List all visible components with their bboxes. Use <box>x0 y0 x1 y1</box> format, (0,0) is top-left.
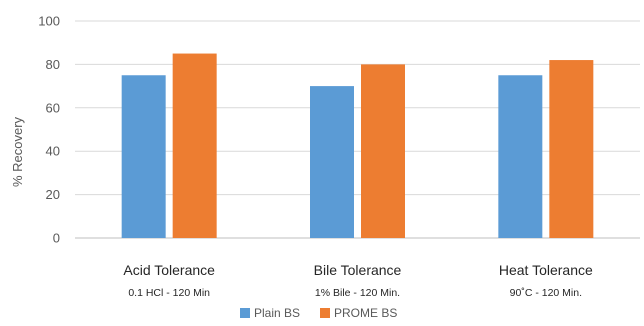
category-label: Heat Tolerance <box>499 262 593 278</box>
y-tick-label: 60 <box>46 100 60 115</box>
gridlines <box>75 20 640 239</box>
y-axis-title: % Recovery <box>10 116 25 187</box>
bar-prome-bs-1 <box>361 64 405 239</box>
category-label: Bile Tolerance <box>314 262 402 278</box>
legend-swatch <box>320 308 330 318</box>
y-tick-label: 20 <box>46 187 60 202</box>
category-sublabel: 90˚C - 120 Min. <box>510 287 582 299</box>
bar-plain-bs-0 <box>121 75 166 238</box>
legend-label: Plain BS <box>254 306 300 320</box>
y-tick-label: 0 <box>53 231 60 246</box>
category-sublabel: 1% Bile - 120 Min. <box>315 287 400 299</box>
legend-label: PROME BS <box>334 306 397 320</box>
bar-prome-bs-2 <box>549 60 594 239</box>
bar-plain-bs-2 <box>498 75 543 238</box>
y-axis-ticks: 0 20 40 60 80 100 <box>38 14 60 246</box>
x-axis-categories: Acid Tolerance 0.1 HCl - 120 Min Bile Tole… <box>123 262 593 299</box>
bar-plain-bs-1 <box>310 86 354 238</box>
bar-prome-bs-0 <box>172 53 217 238</box>
legend-swatch <box>240 308 250 318</box>
bars <box>121 53 594 239</box>
y-tick-label: 40 <box>46 144 60 159</box>
y-tick-label: 100 <box>38 14 60 29</box>
category-label: Acid Tolerance <box>123 262 215 278</box>
legend: Plain BS PROME BS <box>240 306 397 320</box>
category-sublabel: 0.1 HCl - 120 Min <box>128 287 210 299</box>
y-tick-label: 80 <box>46 57 60 72</box>
